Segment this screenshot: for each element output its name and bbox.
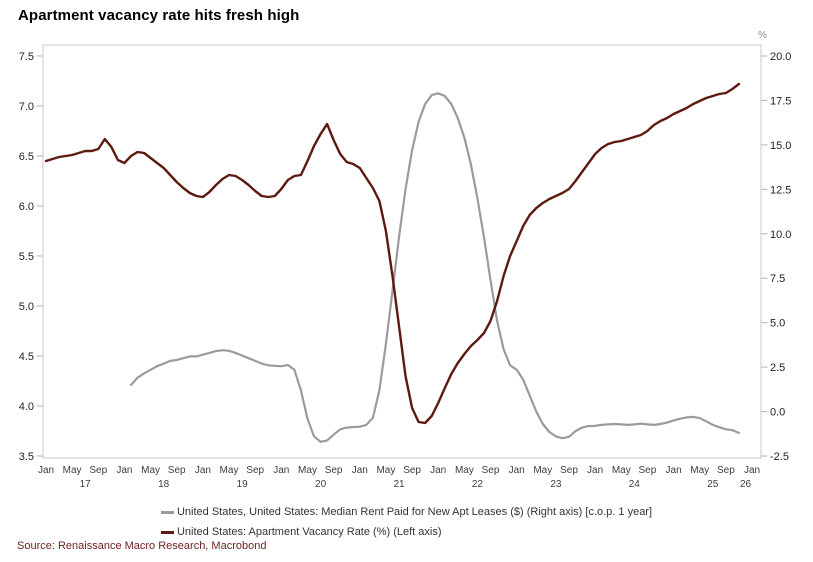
legend-label-rent: United States, United States: Median Ren… (176, 506, 653, 518)
month-tick-label: Jan (195, 465, 211, 476)
month-tick-label: Sep (639, 465, 657, 476)
month-tick-label: Jan (666, 465, 682, 476)
month-tick-label: May (63, 465, 82, 476)
left-tick-label: 5.5 (19, 251, 34, 263)
month-tick-label: Jan (38, 465, 54, 476)
month-tick-label: Jan (273, 465, 289, 476)
month-tick-label: Sep (89, 465, 107, 476)
left-tick-label: 6.0 (19, 201, 34, 213)
legend-label-vacancy: United States: Apartment Vacancy Rate (%… (176, 526, 442, 538)
month-tick-label: Jan (352, 465, 368, 476)
right-tick-label: 7.5 (770, 273, 785, 285)
right-axis-unit-label: % (758, 30, 767, 41)
right-tick-label: 2.5 (770, 362, 785, 374)
month-tick-label: Sep (560, 465, 578, 476)
year-tick-label: 17 (80, 479, 92, 490)
month-tick-label: Sep (403, 465, 421, 476)
right-tick-label: 12.5 (770, 184, 791, 196)
right-tick-label: 10.0 (770, 229, 791, 241)
left-tick-label: 6.5 (19, 151, 34, 163)
year-tick-label: 25 (707, 479, 719, 490)
month-tick-label: May (298, 465, 317, 476)
left-tick-label: 4.0 (19, 401, 34, 413)
right-tick-label: 17.5 (770, 95, 791, 107)
month-tick-label: May (141, 465, 160, 476)
chart-canvas: 7.5 7.0 6.5 6.0 5.5 5.0 4.5 4.0 3.5 20.0 17.5 15.0 1… (19, 30, 792, 490)
month-tick-label: May (612, 465, 631, 476)
plot-frame (42, 44, 762, 459)
year-tick-label: 22 (472, 479, 484, 490)
month-tick-label: Jan (509, 465, 525, 476)
right-tick-label: -2.5 (770, 451, 789, 463)
month-tick-label: Sep (246, 465, 264, 476)
right-tick-label: 15.0 (770, 140, 791, 152)
month-tick-label: May (376, 465, 395, 476)
series-line-1 (44, 82, 741, 425)
year-tick-label: 26 (740, 479, 752, 490)
month-tick-label: Jan (430, 465, 446, 476)
legend-item-rent: United States, United States: Median Ren… (160, 502, 653, 522)
year-tick-label: 23 (550, 479, 562, 490)
vacancy-line-swatch-icon (160, 530, 174, 534)
month-tick-label: Jan (587, 465, 603, 476)
month-tick-label: Sep (325, 465, 343, 476)
month-tick-label: May (455, 465, 474, 476)
year-tick-label: 21 (393, 479, 405, 490)
left-tick-label: 3.5 (19, 451, 34, 463)
right-tick-label: 5.0 (770, 318, 785, 330)
month-tick-label: May (220, 465, 239, 476)
month-tick-label: May (690, 465, 709, 476)
rent-line-swatch-icon (160, 510, 174, 514)
month-tick-label: Jan (116, 465, 132, 476)
year-tick-label: 24 (629, 479, 641, 490)
month-tick-label: Sep (482, 465, 500, 476)
year-tick-label: 20 (315, 479, 327, 490)
year-tick-label: 18 (158, 479, 170, 490)
legend-block: United States, United States: Median Ren… (160, 502, 653, 542)
right-tick-label: 0.0 (770, 407, 785, 419)
month-tick-label: Jan (744, 465, 760, 476)
left-tick-label: 7.5 (19, 51, 34, 63)
month-tick-label: May (533, 465, 552, 476)
month-tick-label: Sep (168, 465, 186, 476)
left-tick-label: 4.5 (19, 351, 34, 363)
left-tick-label: 5.0 (19, 301, 34, 313)
year-tick-label: 19 (237, 479, 249, 490)
month-tick-label: Sep (717, 465, 735, 476)
legend: United States, United States: Median Ren… (0, 502, 813, 542)
series-line-0 (129, 92, 741, 443)
chart-title: Apartment vacancy rate hits fresh high (18, 7, 300, 24)
left-tick-label: 7.0 (19, 101, 34, 113)
right-tick-label: 20.0 (770, 51, 791, 63)
legend-item-vacancy: United States: Apartment Vacancy Rate (%… (160, 522, 652, 542)
source-note: Source: Renaissance Macro Research, Macr… (17, 540, 267, 552)
